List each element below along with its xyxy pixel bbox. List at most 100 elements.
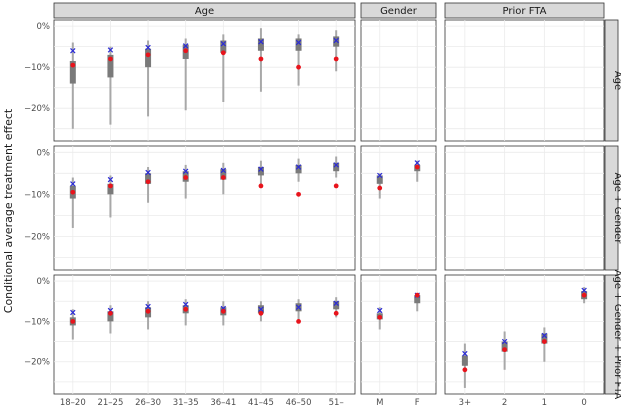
data-point-group — [414, 292, 421, 312]
x-tick-label: 2 — [502, 398, 507, 408]
interval-box — [257, 38, 264, 51]
dot-marker — [502, 347, 508, 353]
data-point-group — [295, 299, 302, 324]
interval-box — [107, 311, 114, 322]
x-tick-label: 3+ — [459, 398, 472, 408]
row-strip — [604, 145, 619, 271]
cross-marker — [377, 307, 383, 314]
data-point-group — [107, 175, 114, 218]
data-point-group — [295, 34, 302, 86]
y-tick-label: −20% — [24, 358, 50, 368]
y-tick-label: −20% — [24, 104, 50, 114]
x-tick-label: 21–25 — [97, 398, 123, 408]
axis-labels: 0% −10% −20% 0% −10% −20% 0% −10% −20% 18–20 21–25… — [24, 22, 587, 408]
cross-marker — [70, 309, 76, 316]
dot-marker — [183, 306, 189, 312]
data-point-group — [107, 46, 114, 125]
dot-marker — [108, 310, 113, 316]
cross-marker — [541, 332, 548, 339]
dot-marker — [108, 183, 113, 189]
cross-marker — [258, 166, 264, 172]
dot-marker — [220, 175, 226, 180]
data-point-group — [69, 309, 76, 340]
dot-marker — [258, 56, 264, 62]
row-strip-label: Age + Gender — [612, 173, 621, 245]
data-point-group — [145, 301, 152, 330]
cross-marker — [182, 301, 189, 308]
cross-marker — [145, 303, 151, 310]
data-point-group — [541, 327, 548, 362]
facet-panels — [53, 19, 605, 395]
dot-marker — [333, 56, 339, 62]
cross-marker — [258, 306, 264, 313]
column-strip — [444, 2, 605, 19]
interval-box — [220, 169, 227, 180]
x-tick-label: 36–41 — [210, 398, 236, 408]
dot-marker — [333, 183, 339, 189]
panel-background — [53, 274, 356, 395]
facet-strips: Age Gender Prior FTA Age Age + Gender Age + G… — [53, 2, 621, 399]
dot-marker — [258, 310, 264, 316]
y-tick-label: 0% — [37, 148, 51, 158]
data-point-group — [376, 172, 383, 199]
panel-background — [444, 145, 605, 271]
cross-marker — [182, 43, 189, 49]
data-point-group — [220, 34, 227, 103]
dot-marker — [70, 189, 76, 195]
dot-marker — [296, 64, 301, 70]
interval-box — [107, 183, 114, 195]
interval-box — [257, 167, 264, 176]
interval-box — [295, 164, 302, 174]
data-point-group — [69, 42, 76, 129]
panel-background — [360, 274, 437, 395]
data-point-group — [295, 158, 302, 197]
interval-box — [69, 61, 76, 84]
data-point-group — [581, 287, 588, 304]
cross-marker — [145, 169, 151, 176]
column-strip — [360, 2, 437, 19]
panel-background — [360, 19, 437, 142]
x-tick-label: 18–20 — [60, 398, 86, 408]
cross-marker — [70, 181, 76, 187]
cross-marker — [333, 162, 339, 168]
panel-background — [360, 145, 437, 271]
data-point-group — [257, 28, 264, 92]
dot-marker — [220, 50, 226, 56]
panel-background — [53, 19, 356, 142]
y-axis-title: Conditional average treatment effect — [2, 108, 15, 313]
interval-box — [220, 40, 227, 53]
data-point-group — [333, 297, 340, 318]
cross-marker — [70, 48, 76, 54]
interval-box — [295, 38, 302, 51]
data-point-group — [182, 164, 189, 199]
x-tick-label: 1 — [542, 398, 547, 408]
cross-marker — [107, 176, 114, 183]
y-tick-label: −20% — [24, 232, 50, 242]
cross-marker — [333, 37, 339, 44]
dot-marker — [333, 310, 339, 316]
dot-marker — [296, 191, 301, 197]
interval-box — [541, 333, 548, 344]
x-tick-label: 31–35 — [173, 398, 199, 408]
cross-marker — [220, 167, 227, 174]
y-tick-label: 0% — [37, 277, 51, 287]
data-point-group — [376, 307, 383, 330]
dot-marker — [145, 179, 151, 185]
dot-marker — [70, 318, 76, 324]
data-point-group — [69, 177, 76, 228]
interval-box — [107, 54, 114, 78]
column-strip — [53, 2, 356, 19]
data-point-group — [501, 331, 508, 370]
interval-box — [376, 175, 383, 184]
dot-marker — [377, 314, 383, 320]
column-strip-label: Prior FTA — [503, 6, 547, 17]
interval-box — [333, 36, 340, 47]
dot-marker — [145, 308, 151, 314]
cross-marker — [501, 338, 508, 345]
dot-marker — [377, 185, 383, 191]
dot-marker — [414, 292, 420, 298]
data-point-group — [414, 160, 421, 182]
x-tick-label: M — [376, 398, 383, 408]
data-point-group — [182, 299, 189, 326]
